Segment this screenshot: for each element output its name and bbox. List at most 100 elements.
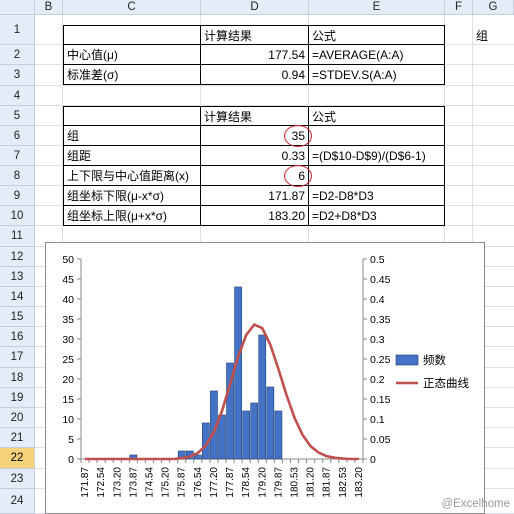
histogram-bar <box>250 402 259 460</box>
column-header-f[interactable]: F <box>445 0 473 15</box>
histogram-bar <box>218 414 226 460</box>
row-header-23[interactable]: 23 <box>0 469 35 489</box>
cell-e7[interactable]: =(D$10-D$9)/(D$6-1) <box>309 146 445 166</box>
x-tick-label: 177.87 <box>225 467 236 498</box>
cell-e1[interactable]: 公式 <box>309 25 445 45</box>
left-tick-label: 30 <box>62 334 74 346</box>
right-tick-label: 0.4 <box>370 294 385 306</box>
cell-c10[interactable]: 组坐标上限(μ+x*σ) <box>63 206 201 226</box>
cell-c6[interactable]: 组 <box>63 126 201 146</box>
row-header-4[interactable]: 4 <box>0 86 35 106</box>
cell-e8[interactable] <box>309 166 445 186</box>
column-header-e[interactable]: E <box>309 0 445 15</box>
row-header-10[interactable]: 10 <box>0 206 35 226</box>
row-header-22[interactable]: 22 <box>0 448 35 469</box>
histogram-bar <box>274 410 283 460</box>
row-header-13[interactable]: 13 <box>0 267 35 287</box>
cell-e3[interactable]: =STDEV.S(A:A) <box>309 65 445 85</box>
cell-e2[interactable]: =AVERAGE(A:A) <box>309 45 445 65</box>
row-header-2[interactable]: 2 <box>0 45 35 65</box>
right-tick-label: 0.5 <box>370 254 385 266</box>
row-header-12[interactable]: 12 <box>0 247 35 267</box>
histogram-bar <box>242 410 250 460</box>
row-header-18[interactable]: 18 <box>0 368 35 388</box>
x-tick-label: 179.87 <box>273 467 284 498</box>
watermark: @Excelhome <box>441 498 510 510</box>
right-tick-label: 0.1 <box>370 414 385 426</box>
row-header-9[interactable]: 9 <box>0 186 35 206</box>
cell-c1[interactable] <box>63 25 201 45</box>
column-header-c[interactable]: C <box>63 0 201 15</box>
legend-label-bars: 频数 <box>423 353 446 367</box>
left-tick-label: 45 <box>62 274 74 286</box>
x-tick-label: 182.53 <box>338 467 349 498</box>
row-header-5[interactable]: 5 <box>0 106 35 126</box>
column-header-d[interactable]: D <box>201 0 309 15</box>
x-tick-label: 173.87 <box>128 467 139 498</box>
row-header-21[interactable]: 21 <box>0 428 35 448</box>
cell-e10[interactable]: =D2+D8*D3 <box>309 206 445 226</box>
cell-d1[interactable]: 计算结果 <box>201 25 309 45</box>
right-tick-label: 0.05 <box>370 434 391 446</box>
row-header-7[interactable]: 7 <box>0 146 35 166</box>
row-header-15[interactable]: 15 <box>0 307 35 327</box>
column-header-g[interactable]: G <box>473 0 514 15</box>
histogram-chart[interactable]: 0 5 10 15 20 25 30 35 40 45 50 0 0.05 0.1 0.15 0.2 0.25 0… <box>45 242 485 514</box>
cell-c3[interactable]: 标准差(σ) <box>63 65 201 85</box>
right-tick-label: 0.3 <box>370 334 385 346</box>
cell-c2[interactable]: 中心值(μ) <box>63 45 201 65</box>
cell-d9[interactable]: 171.87 <box>201 186 309 206</box>
right-tick-label: 0.15 <box>370 394 391 406</box>
x-tick-label: 171.87 <box>80 467 91 498</box>
left-tick-label: 15 <box>62 394 74 406</box>
column-header-b[interactable]: B <box>35 0 63 15</box>
row-header-19[interactable]: 19 <box>0 388 35 408</box>
row-gridline <box>35 85 514 86</box>
row-header-8[interactable]: 8 <box>0 166 35 186</box>
normal-curve-line <box>85 323 359 461</box>
x-tick-label: 175.20 <box>161 467 172 498</box>
cell-d2[interactable]: 177.54 <box>201 45 309 65</box>
cell-e5[interactable]: 公式 <box>309 106 445 126</box>
row-header-11[interactable]: 11 <box>0 226 35 247</box>
cell-d3[interactable]: 0.94 <box>201 65 309 85</box>
cell-g1[interactable]: 组 <box>476 28 489 43</box>
histogram-bar <box>194 454 202 460</box>
row-header-20[interactable]: 20 <box>0 408 35 428</box>
row-header-6[interactable]: 6 <box>0 126 35 146</box>
right-tick-label: 0.25 <box>370 354 391 366</box>
select-all-corner[interactable] <box>0 0 35 15</box>
left-tick-label: 20 <box>62 374 74 386</box>
x-tick-label: 177.20 <box>209 467 220 498</box>
right-tick-label: 0.2 <box>370 374 385 386</box>
right-tick-label: 0.35 <box>370 314 391 326</box>
cell-c8[interactable]: 上下限与中心值距离(x) <box>63 166 201 186</box>
row-header-14[interactable]: 14 <box>0 287 35 307</box>
x-tick-label: 181.20 <box>306 467 317 498</box>
cell-c5[interactable] <box>63 106 201 126</box>
row-header-1[interactable]: 1 <box>0 15 35 45</box>
histogram-bar <box>258 334 267 460</box>
cell-c9[interactable]: 组坐标下限(μ-x*σ) <box>63 186 201 206</box>
cell-e6[interactable] <box>309 126 445 146</box>
x-tick-label: 178.54 <box>241 467 252 498</box>
cell-c7[interactable]: 组距 <box>63 146 201 166</box>
highlight-circle-d6 <box>284 125 312 147</box>
cell-e9[interactable]: =D2-D8*D3 <box>309 186 445 206</box>
right-tick-label: 0.45 <box>370 274 391 286</box>
cell-d7[interactable]: 0.33 <box>201 146 309 166</box>
row-header-16[interactable]: 16 <box>0 327 35 347</box>
x-tick-label: 179.20 <box>257 467 268 498</box>
row-header-17[interactable]: 17 <box>0 347 35 368</box>
row-gridline <box>35 105 514 106</box>
x-tick-label: 183.20 <box>354 467 365 498</box>
row-header-3[interactable]: 3 <box>0 65 35 86</box>
x-tick-label: 172.54 <box>96 467 107 498</box>
legend-swatch-bars <box>395 354 419 366</box>
row-header-24[interactable]: 24 <box>0 489 35 514</box>
left-tick-label: 40 <box>62 294 74 306</box>
left-tick-label: 5 <box>68 434 74 446</box>
cell-d10[interactable]: 183.20 <box>201 206 309 226</box>
cell-d5[interactable]: 计算结果 <box>201 106 309 126</box>
